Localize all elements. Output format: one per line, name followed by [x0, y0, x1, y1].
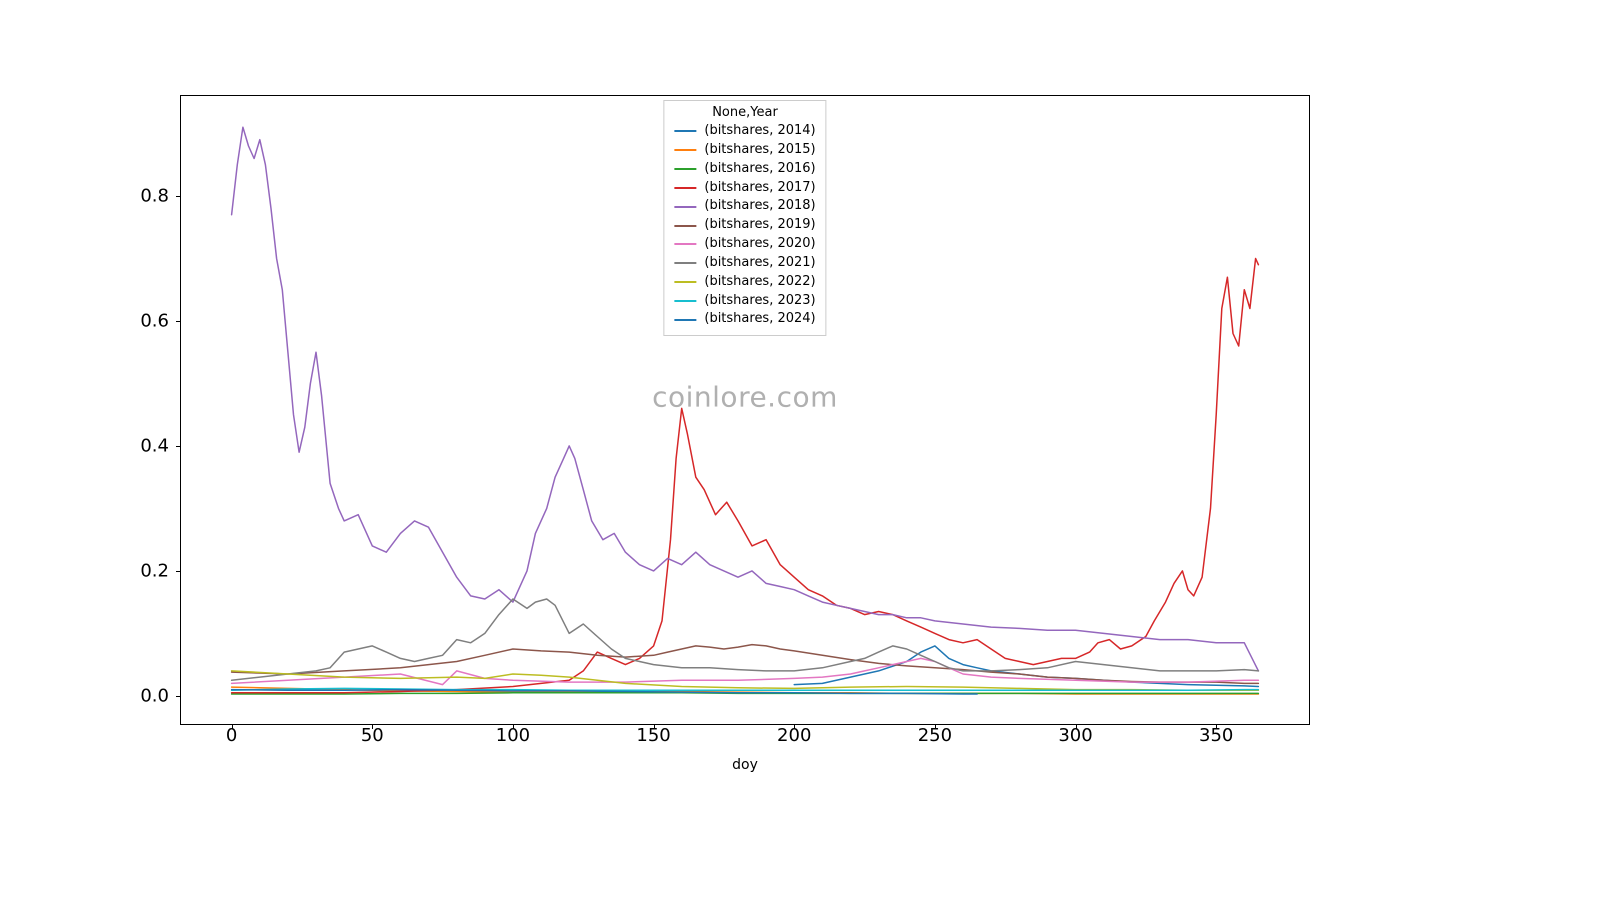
y-tick-label: 0.8	[140, 185, 169, 206]
x-tick-label: 200	[777, 725, 811, 746]
legend-items: (bitshares, 2014)(bitshares, 2015)(bitsh…	[674, 122, 815, 329]
legend-label: (bitshares, 2014)	[704, 122, 815, 141]
y-tick-label: 0.4	[140, 435, 169, 456]
y-tick-mark	[176, 696, 181, 697]
legend-label: (bitshares, 2016)	[704, 160, 815, 179]
legend-swatch	[674, 187, 696, 189]
legend-item: (bitshares, 2024)	[674, 310, 815, 329]
x-tick-label: 250	[918, 725, 952, 746]
legend-item: (bitshares, 2018)	[674, 197, 815, 216]
y-tick-label: 0.6	[140, 310, 169, 331]
legend-label: (bitshares, 2022)	[704, 273, 815, 292]
legend-swatch	[674, 225, 696, 227]
legend-label: (bitshares, 2024)	[704, 310, 815, 329]
y-tick-mark	[176, 571, 181, 572]
legend-item: (bitshares, 2019)	[674, 216, 815, 235]
legend-swatch	[674, 262, 696, 264]
x-tick-label: 350	[1199, 725, 1233, 746]
legend-label: (bitshares, 2021)	[704, 254, 815, 273]
y-tick-label: 0.0	[140, 685, 169, 706]
legend-swatch	[674, 281, 696, 283]
legend-label: (bitshares, 2018)	[704, 197, 815, 216]
legend-label: (bitshares, 2019)	[704, 216, 815, 235]
legend-item: (bitshares, 2015)	[674, 141, 815, 160]
legend-item: (bitshares, 2014)	[674, 122, 815, 141]
legend-label: (bitshares, 2020)	[704, 235, 815, 254]
legend-swatch	[674, 149, 696, 151]
series-bitshares-2020	[232, 658, 1259, 684]
x-axis-label: doy	[732, 757, 758, 773]
x-tick-label: 300	[1058, 725, 1092, 746]
series-bitshares-2014	[794, 646, 1258, 687]
legend-swatch	[674, 243, 696, 245]
x-tick-label: 50	[361, 725, 384, 746]
y-tick-mark	[176, 321, 181, 322]
legend-item: (bitshares, 2021)	[674, 254, 815, 273]
legend-item: (bitshares, 2022)	[674, 273, 815, 292]
legend-title: None,Year	[674, 105, 815, 120]
legend-swatch	[674, 319, 696, 321]
chart-container: coinlore.com None,Year (bitshares, 2014)…	[180, 95, 1310, 725]
legend-item: (bitshares, 2023)	[674, 292, 815, 311]
x-tick-label: 100	[496, 725, 530, 746]
legend-label: (bitshares, 2023)	[704, 292, 815, 311]
y-tick-label: 0.2	[140, 560, 169, 581]
legend-swatch	[674, 168, 696, 170]
legend-swatch	[674, 300, 696, 302]
legend-swatch	[674, 130, 696, 132]
legend-swatch	[674, 206, 696, 208]
legend-box: None,Year (bitshares, 2014)(bitshares, 2…	[663, 100, 826, 336]
y-tick-mark	[176, 446, 181, 447]
x-tick-label: 0	[226, 725, 237, 746]
legend-item: (bitshares, 2016)	[674, 160, 815, 179]
x-tick-label: 150	[636, 725, 670, 746]
legend-label: (bitshares, 2017)	[704, 179, 815, 198]
legend-item: (bitshares, 2017)	[674, 179, 815, 198]
plot-area: coinlore.com None,Year (bitshares, 2014)…	[180, 95, 1310, 725]
legend-label: (bitshares, 2015)	[704, 141, 815, 160]
legend-item: (bitshares, 2020)	[674, 235, 815, 254]
y-tick-mark	[176, 196, 181, 197]
